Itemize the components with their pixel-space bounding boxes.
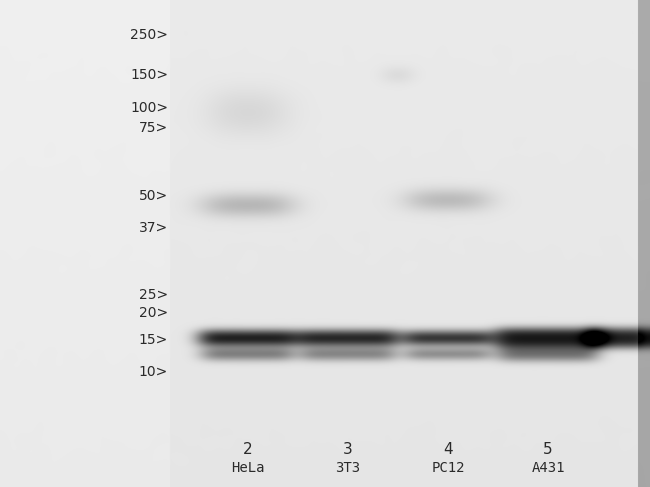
Text: 4: 4	[443, 443, 453, 457]
Text: 10>: 10>	[138, 365, 168, 379]
Text: 75>: 75>	[139, 121, 168, 135]
Text: 250>: 250>	[130, 28, 168, 42]
Text: 2: 2	[243, 443, 253, 457]
Text: 3T3: 3T3	[335, 461, 361, 475]
Text: 25>: 25>	[139, 288, 168, 302]
Text: 37>: 37>	[139, 221, 168, 235]
Text: 15>: 15>	[138, 333, 168, 347]
Text: A431: A431	[531, 461, 565, 475]
Text: 100>: 100>	[130, 101, 168, 115]
Text: 50>: 50>	[139, 189, 168, 203]
Text: 150>: 150>	[130, 68, 168, 82]
Text: 5: 5	[543, 443, 552, 457]
Text: PC12: PC12	[431, 461, 465, 475]
Text: 3: 3	[343, 443, 353, 457]
Text: HeLa: HeLa	[231, 461, 265, 475]
Text: 20>: 20>	[139, 306, 168, 320]
